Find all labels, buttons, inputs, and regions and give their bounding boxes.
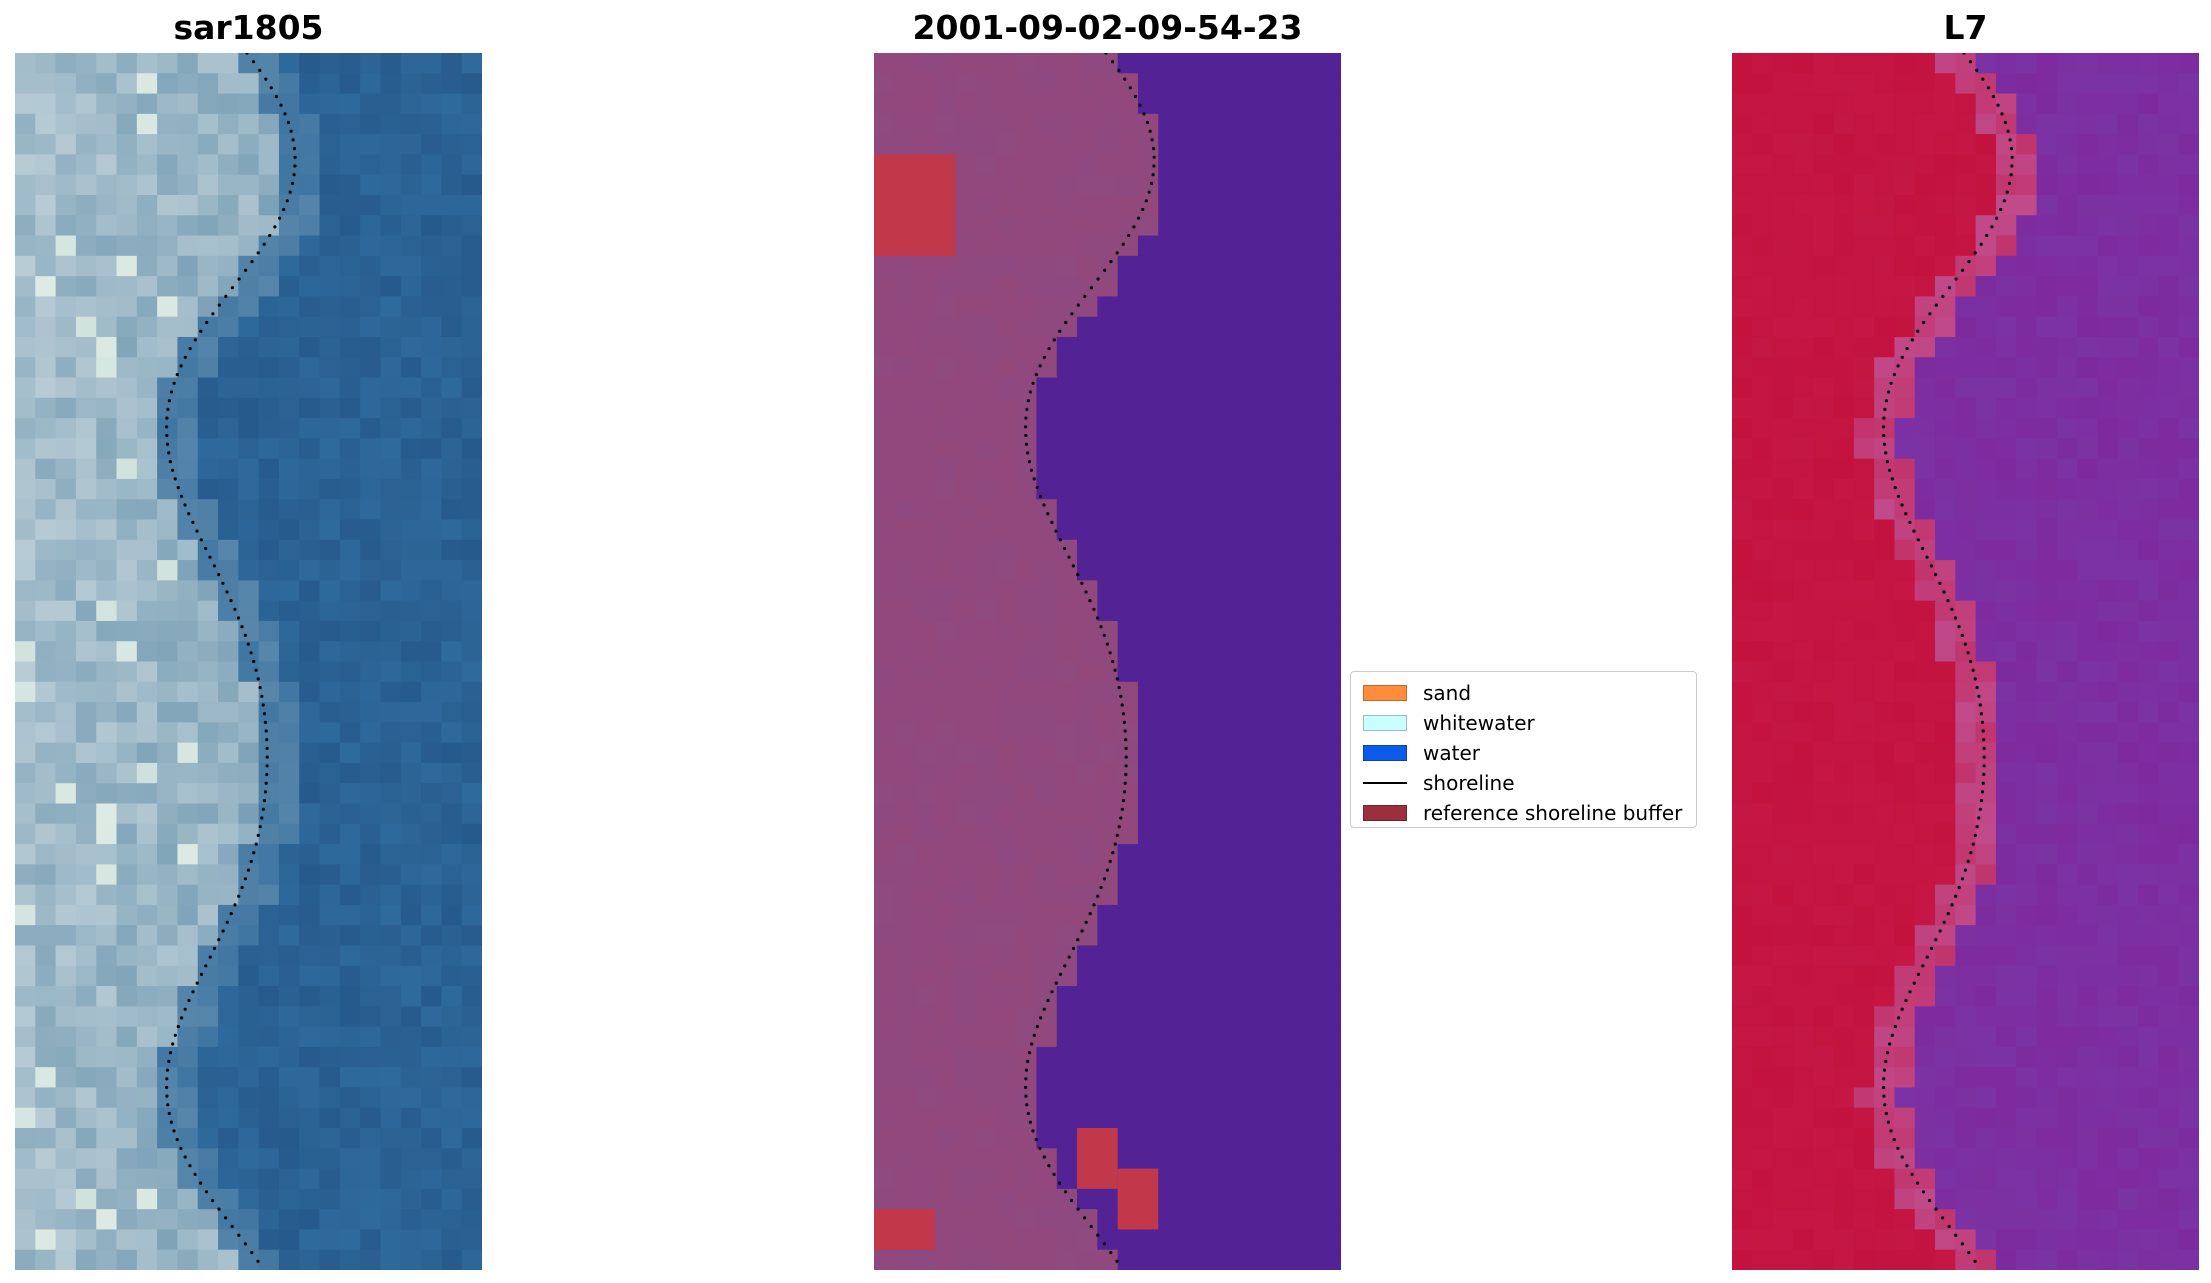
legend-item-shoreline: shoreline <box>1357 768 1696 798</box>
legend-item-whitewater: whitewater <box>1357 708 1696 738</box>
rgb-image <box>15 53 482 1270</box>
legend-label-whitewater: whitewater <box>1423 711 1535 735</box>
legend-swatch-whitewater <box>1363 715 1407 731</box>
panel-title-rgb: sar1805 <box>173 8 324 47</box>
legend-label-sand: sand <box>1423 681 1472 705</box>
legend-label-water: water <box>1423 741 1480 765</box>
legend-item-water: water <box>1357 738 1696 768</box>
legend-line-shoreline <box>1363 782 1407 784</box>
panel-title-index: L7 <box>1943 8 1988 47</box>
legend-swatch-reference-buffer <box>1363 805 1407 821</box>
rgb-image-panel <box>15 53 482 1270</box>
legend-label-shoreline: shoreline <box>1423 771 1515 795</box>
legend: sand whitewater water shoreline referenc… <box>1350 671 1697 828</box>
legend-label-reference-buffer: reference shoreline buffer <box>1423 801 1683 825</box>
index-image-panel <box>1732 53 2199 1270</box>
legend-swatch-sand <box>1363 685 1407 701</box>
classification-image <box>874 53 1341 1270</box>
legend-item-reference-buffer: reference shoreline buffer <box>1357 798 1696 828</box>
legend-swatch-water <box>1363 745 1407 761</box>
legend-item-sand: sand <box>1357 678 1696 708</box>
panel-title-classification: 2001-09-02-09-54-23 <box>912 8 1303 47</box>
index-image <box>1732 53 2199 1270</box>
classification-image-panel <box>874 53 1341 1270</box>
